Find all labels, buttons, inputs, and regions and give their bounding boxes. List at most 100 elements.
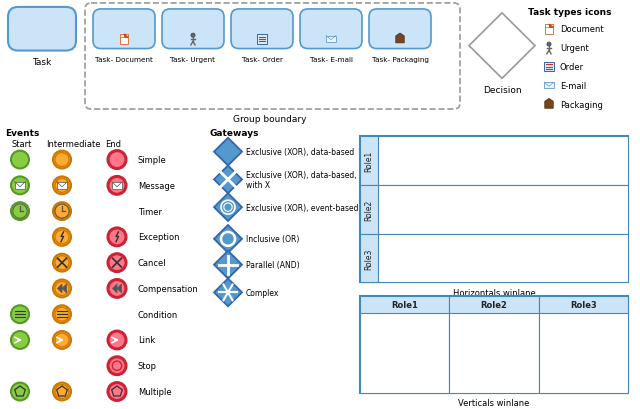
Text: Task: Task: [33, 58, 52, 67]
Bar: [360, 297, 449, 313]
Text: Task- Packaging: Task- Packaging: [371, 57, 429, 63]
Circle shape: [53, 177, 71, 195]
Text: Task- Urgent: Task- Urgent: [170, 57, 216, 63]
Bar: [360, 297, 449, 393]
Circle shape: [11, 151, 29, 169]
Polygon shape: [549, 25, 553, 28]
Polygon shape: [62, 284, 67, 293]
Polygon shape: [124, 35, 128, 38]
Text: Parallel (AND): Parallel (AND): [246, 261, 300, 270]
Bar: [545, 63, 554, 72]
Bar: [56, 182, 67, 190]
Bar: [257, 35, 266, 45]
Circle shape: [53, 151, 71, 169]
Text: Role1: Role1: [391, 301, 418, 310]
Circle shape: [53, 383, 71, 400]
Circle shape: [108, 383, 126, 400]
Circle shape: [113, 361, 122, 371]
Text: Decision: Decision: [483, 86, 522, 95]
Text: Link: Link: [138, 336, 156, 345]
Text: End: End: [105, 139, 121, 148]
FancyBboxPatch shape: [93, 10, 155, 49]
Text: Packaging: Packaging: [560, 100, 603, 109]
Circle shape: [11, 306, 29, 324]
Text: Inclusive (OR): Inclusive (OR): [246, 235, 300, 244]
Text: Gateways: Gateways: [210, 128, 259, 137]
Circle shape: [547, 43, 551, 47]
Text: Exclusive (XOR), data-based: Exclusive (XOR), data-based: [246, 148, 355, 157]
Text: Task- Document: Task- Document: [95, 57, 153, 63]
Text: Role2: Role2: [481, 301, 508, 310]
Circle shape: [53, 203, 71, 220]
Bar: [360, 185, 378, 234]
Bar: [539, 297, 628, 393]
Polygon shape: [214, 166, 242, 194]
Bar: [544, 83, 554, 89]
Bar: [360, 137, 628, 185]
Text: Exclusive (XOR), event-based: Exclusive (XOR), event-based: [246, 203, 358, 212]
Bar: [326, 36, 336, 43]
Text: Condition: Condition: [138, 310, 179, 319]
Circle shape: [108, 151, 126, 169]
Text: Role3: Role3: [365, 248, 374, 269]
Circle shape: [108, 357, 126, 375]
Circle shape: [108, 228, 126, 246]
Bar: [360, 137, 378, 185]
FancyBboxPatch shape: [300, 10, 362, 49]
Text: Verticals winlane: Verticals winlane: [458, 398, 530, 407]
Circle shape: [108, 177, 126, 195]
Bar: [360, 234, 378, 283]
Polygon shape: [396, 34, 404, 44]
Text: Urgent: Urgent: [560, 44, 589, 53]
Text: Horizontals winlane: Horizontals winlane: [452, 289, 536, 298]
Bar: [360, 297, 628, 393]
Text: E-mail: E-mail: [560, 81, 586, 90]
Text: Document: Document: [560, 25, 604, 34]
Text: Task types icons: Task types icons: [528, 8, 612, 17]
FancyBboxPatch shape: [8, 8, 76, 52]
Circle shape: [108, 331, 126, 349]
Text: Intermediate: Intermediate: [46, 139, 100, 148]
Text: Compensation: Compensation: [138, 284, 199, 293]
Polygon shape: [117, 284, 122, 293]
Bar: [545, 25, 553, 34]
Text: Role1: Role1: [365, 150, 374, 171]
Text: Exception: Exception: [138, 233, 179, 242]
Circle shape: [108, 280, 126, 298]
FancyBboxPatch shape: [369, 10, 431, 49]
Text: Simple: Simple: [138, 156, 167, 165]
Bar: [15, 182, 26, 190]
Polygon shape: [214, 251, 242, 279]
Bar: [360, 234, 628, 283]
Bar: [111, 182, 122, 190]
Circle shape: [11, 203, 29, 220]
Circle shape: [11, 331, 29, 349]
Bar: [449, 297, 539, 313]
Polygon shape: [214, 279, 242, 306]
Circle shape: [53, 280, 71, 298]
Text: Message: Message: [138, 182, 175, 190]
Circle shape: [11, 383, 29, 400]
Text: Role3: Role3: [570, 301, 596, 310]
Circle shape: [191, 34, 195, 38]
Text: Order: Order: [560, 63, 584, 72]
Circle shape: [108, 254, 126, 272]
Text: Exclusive (XOR), data-based,
with X: Exclusive (XOR), data-based, with X: [246, 170, 356, 190]
Text: Group boundary: Group boundary: [233, 115, 307, 124]
Bar: [539, 297, 628, 313]
Circle shape: [53, 254, 71, 272]
Text: Task- E-mail: Task- E-mail: [310, 57, 353, 63]
Polygon shape: [113, 284, 117, 293]
Text: Events: Events: [5, 128, 40, 137]
Text: Role2: Role2: [365, 199, 374, 220]
Polygon shape: [545, 99, 553, 109]
Text: Cancel: Cancel: [138, 258, 166, 267]
Circle shape: [53, 228, 71, 246]
Polygon shape: [214, 138, 242, 166]
Text: Multiple: Multiple: [138, 387, 172, 396]
Bar: [360, 185, 628, 234]
FancyBboxPatch shape: [162, 10, 224, 49]
Polygon shape: [469, 14, 535, 79]
Circle shape: [53, 331, 71, 349]
Text: Complex: Complex: [246, 288, 280, 297]
